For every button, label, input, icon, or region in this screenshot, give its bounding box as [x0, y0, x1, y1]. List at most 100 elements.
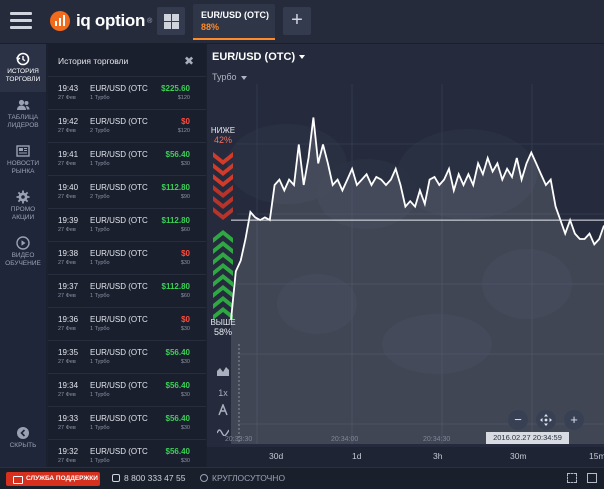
- wave-icon[interactable]: [212, 424, 234, 442]
- nav-item-label: ТАБЛИЦА ЛИДЕРОВ: [7, 114, 39, 129]
- price-chart[interactable]: [207, 44, 604, 467]
- sentiment-high-value: 58%: [213, 327, 232, 337]
- history-row[interactable]: 19:38 27 Фев EUR/USD (OTC 1 Турбо $0 $30: [48, 241, 206, 274]
- sentiment-up-arrow: [213, 230, 233, 243]
- hours-text: КРУГЛОСУТОЧНО: [212, 473, 286, 483]
- trade-profit: $56.40: [165, 447, 190, 456]
- timeframe-15m[interactable]: 15m: [589, 451, 604, 461]
- chart-asset-name: EUR/USD (OTC): [212, 51, 296, 63]
- left-nav: ИСТОРИЯ ТОРГОВЛИ ТАБЛИЦА ЛИДЕРОВ НОВОСТИ…: [0, 44, 46, 467]
- trade-type: 2 Турбо: [90, 128, 110, 134]
- sentiment-down-arrow: [213, 152, 233, 165]
- timeframe-30d[interactable]: 30d: [269, 451, 284, 461]
- close-icon[interactable]: ✖: [183, 54, 194, 68]
- chart-mode-selector[interactable]: Турбо: [212, 72, 247, 82]
- time-tick: 20:33:30: [225, 436, 253, 443]
- nav-item-history[interactable]: ИСТОРИЯ ТОРГОВЛИ: [0, 44, 46, 92]
- trade-date: 27 Фев: [58, 161, 76, 167]
- trade-type: 1 Турбо: [90, 95, 110, 101]
- sentiment-up-arrow: [213, 307, 233, 320]
- price-area: [231, 117, 604, 444]
- trade-profit: $0: [181, 249, 190, 258]
- map-shape: [382, 314, 492, 374]
- sentiment-up-arrow: [213, 252, 233, 265]
- clock-icon: [200, 474, 208, 482]
- timeframe-30m[interactable]: 30m: [510, 451, 527, 461]
- trade-type: 1 Турбо: [90, 359, 110, 365]
- trade-time: 19:42: [58, 117, 79, 126]
- sentiment-down-arrow: [213, 196, 233, 209]
- trade-type: 2 Турбо: [90, 194, 110, 200]
- history-row[interactable]: 19:33 27 Фев EUR/USD (OTC 1 Турбо $56.40 $30: [48, 406, 206, 439]
- nav-item-label: ВИДЕО ОБУЧЕНИЕ: [5, 252, 41, 267]
- trade-type: 1 Турбо: [90, 326, 110, 332]
- expand-icon[interactable]: [587, 473, 597, 483]
- history-row[interactable]: 19:40 27 Фев EUR/USD (OTC 2 Турбо $112.80 $90: [48, 175, 206, 208]
- chart-area[interactable]: EUR/USD (OTC) Турбо НИЖЕ 42% ВЫШЕ 58% 1х: [207, 44, 604, 467]
- zoom-out-button[interactable]: −: [508, 410, 528, 430]
- trade-type: 1 Турбо: [90, 260, 110, 266]
- sentiment-up-arrow: [213, 274, 233, 287]
- trade-stake: $30: [180, 161, 190, 167]
- history-icon: [16, 52, 30, 66]
- fullscreen-icon[interactable]: [567, 473, 577, 483]
- sentiment-low-label: НИЖЕ: [210, 126, 236, 135]
- history-row[interactable]: 19:39 27 Фев EUR/USD (OTC 1 Турбо $112.80 $60: [48, 208, 206, 241]
- history-row[interactable]: 19:41 27 Фев EUR/USD (OTC 1 Турбо $56.40 $30: [48, 142, 206, 175]
- chart-asset-selector[interactable]: EUR/USD (OTC): [212, 51, 306, 63]
- trade-profit: $0: [181, 117, 190, 126]
- support-button[interactable]: СЛУЖБА ПОДДЕРЖКИ: [6, 472, 100, 486]
- trade-date: 27 Фев: [58, 128, 76, 134]
- zoom-in-button[interactable]: +: [564, 410, 584, 430]
- trade-date: 27 Фев: [58, 458, 76, 464]
- sentiment-up-arrow: [213, 285, 233, 298]
- timeframe-3h[interactable]: 3h: [433, 451, 443, 461]
- trade-profit: $0: [181, 315, 190, 324]
- history-row[interactable]: 19:42 27 Фев EUR/USD (OTC 2 Турбо $0 $120: [48, 109, 206, 142]
- map-shape: [397, 129, 537, 219]
- chart-mode-name: Турбо: [212, 72, 237, 82]
- history-row[interactable]: 19:32 27 Фев EUR/USD (OTC 1 Турбо $56.40 $30: [48, 439, 206, 472]
- map-shape: [277, 274, 357, 334]
- timeframe-1d[interactable]: 1d: [352, 451, 362, 461]
- trade-type: 1 Турбо: [90, 425, 110, 431]
- history-row[interactable]: 19:43 27 Фев EUR/USD (OTC 1 Турбо $225.60 $12…: [48, 76, 206, 109]
- menu-icon[interactable]: [10, 12, 32, 30]
- trade-profit: $56.40: [165, 414, 190, 423]
- trade-asset: EUR/USD (OTC: [90, 282, 148, 291]
- top-bar: iq option ® EUR/USD (OTC) 88% +: [0, 0, 604, 44]
- logo-bars-icon: [50, 11, 70, 31]
- sentiment-up-arrow: [213, 263, 233, 276]
- chevron-down-icon: [299, 55, 306, 60]
- nav-item-news[interactable]: НОВОСТИ РЫНКА: [0, 144, 46, 175]
- trade-asset: EUR/USD (OTC: [90, 117, 148, 126]
- trade-profit: $112.80: [161, 282, 190, 291]
- timeframe-multiplier[interactable]: 1х: [218, 388, 228, 398]
- chart-type-icon[interactable]: [212, 364, 234, 382]
- grid-layout-button[interactable]: [157, 7, 185, 35]
- trade-profit: $112.80: [161, 183, 190, 192]
- add-tab-button[interactable]: +: [283, 7, 311, 35]
- history-row[interactable]: 19:34 27 Фев EUR/USD (OTC 1 Турбо $56.40 $30: [48, 373, 206, 406]
- trade-date: 27 Фев: [58, 260, 76, 266]
- history-row[interactable]: 19:36 27 Фев EUR/USD (OTC 1 Турбо $0 $30: [48, 307, 206, 340]
- nav-item-promo[interactable]: ПРОМО АКЦИИ: [0, 190, 46, 221]
- trade-type: 1 Турбо: [90, 161, 110, 167]
- time-tick: 20:34:30: [423, 436, 451, 443]
- history-row[interactable]: 19:37 27 Фев EUR/USD (OTC 1 Турбо $112.80 $60: [48, 274, 206, 307]
- history-row[interactable]: 19:35 27 Фев EUR/USD (OTC 1 Турбо $56.40 $30: [48, 340, 206, 373]
- indicators-icon[interactable]: [212, 402, 234, 422]
- trade-time: 19:33: [58, 414, 79, 423]
- trade-asset: EUR/USD (OTC: [90, 315, 148, 324]
- center-chart-button[interactable]: [536, 410, 556, 430]
- leaders-icon: [17, 99, 30, 110]
- nav-item-hide[interactable]: СКРЫТЬ: [0, 426, 46, 450]
- support-phone[interactable]: 8 800 333 47 55: [112, 473, 185, 483]
- trade-asset: EUR/USD (OTC: [90, 348, 148, 357]
- logo[interactable]: iq option ®: [50, 10, 152, 32]
- trade-date: 27 Фев: [58, 359, 76, 365]
- nav-item-video[interactable]: ВИДЕО ОБУЧЕНИЕ: [0, 236, 46, 267]
- trade-time: 19:38: [58, 249, 79, 258]
- nav-item-leaders[interactable]: ТАБЛИЦА ЛИДЕРОВ: [0, 98, 46, 129]
- asset-tab[interactable]: EUR/USD (OTC) 88%: [193, 4, 275, 40]
